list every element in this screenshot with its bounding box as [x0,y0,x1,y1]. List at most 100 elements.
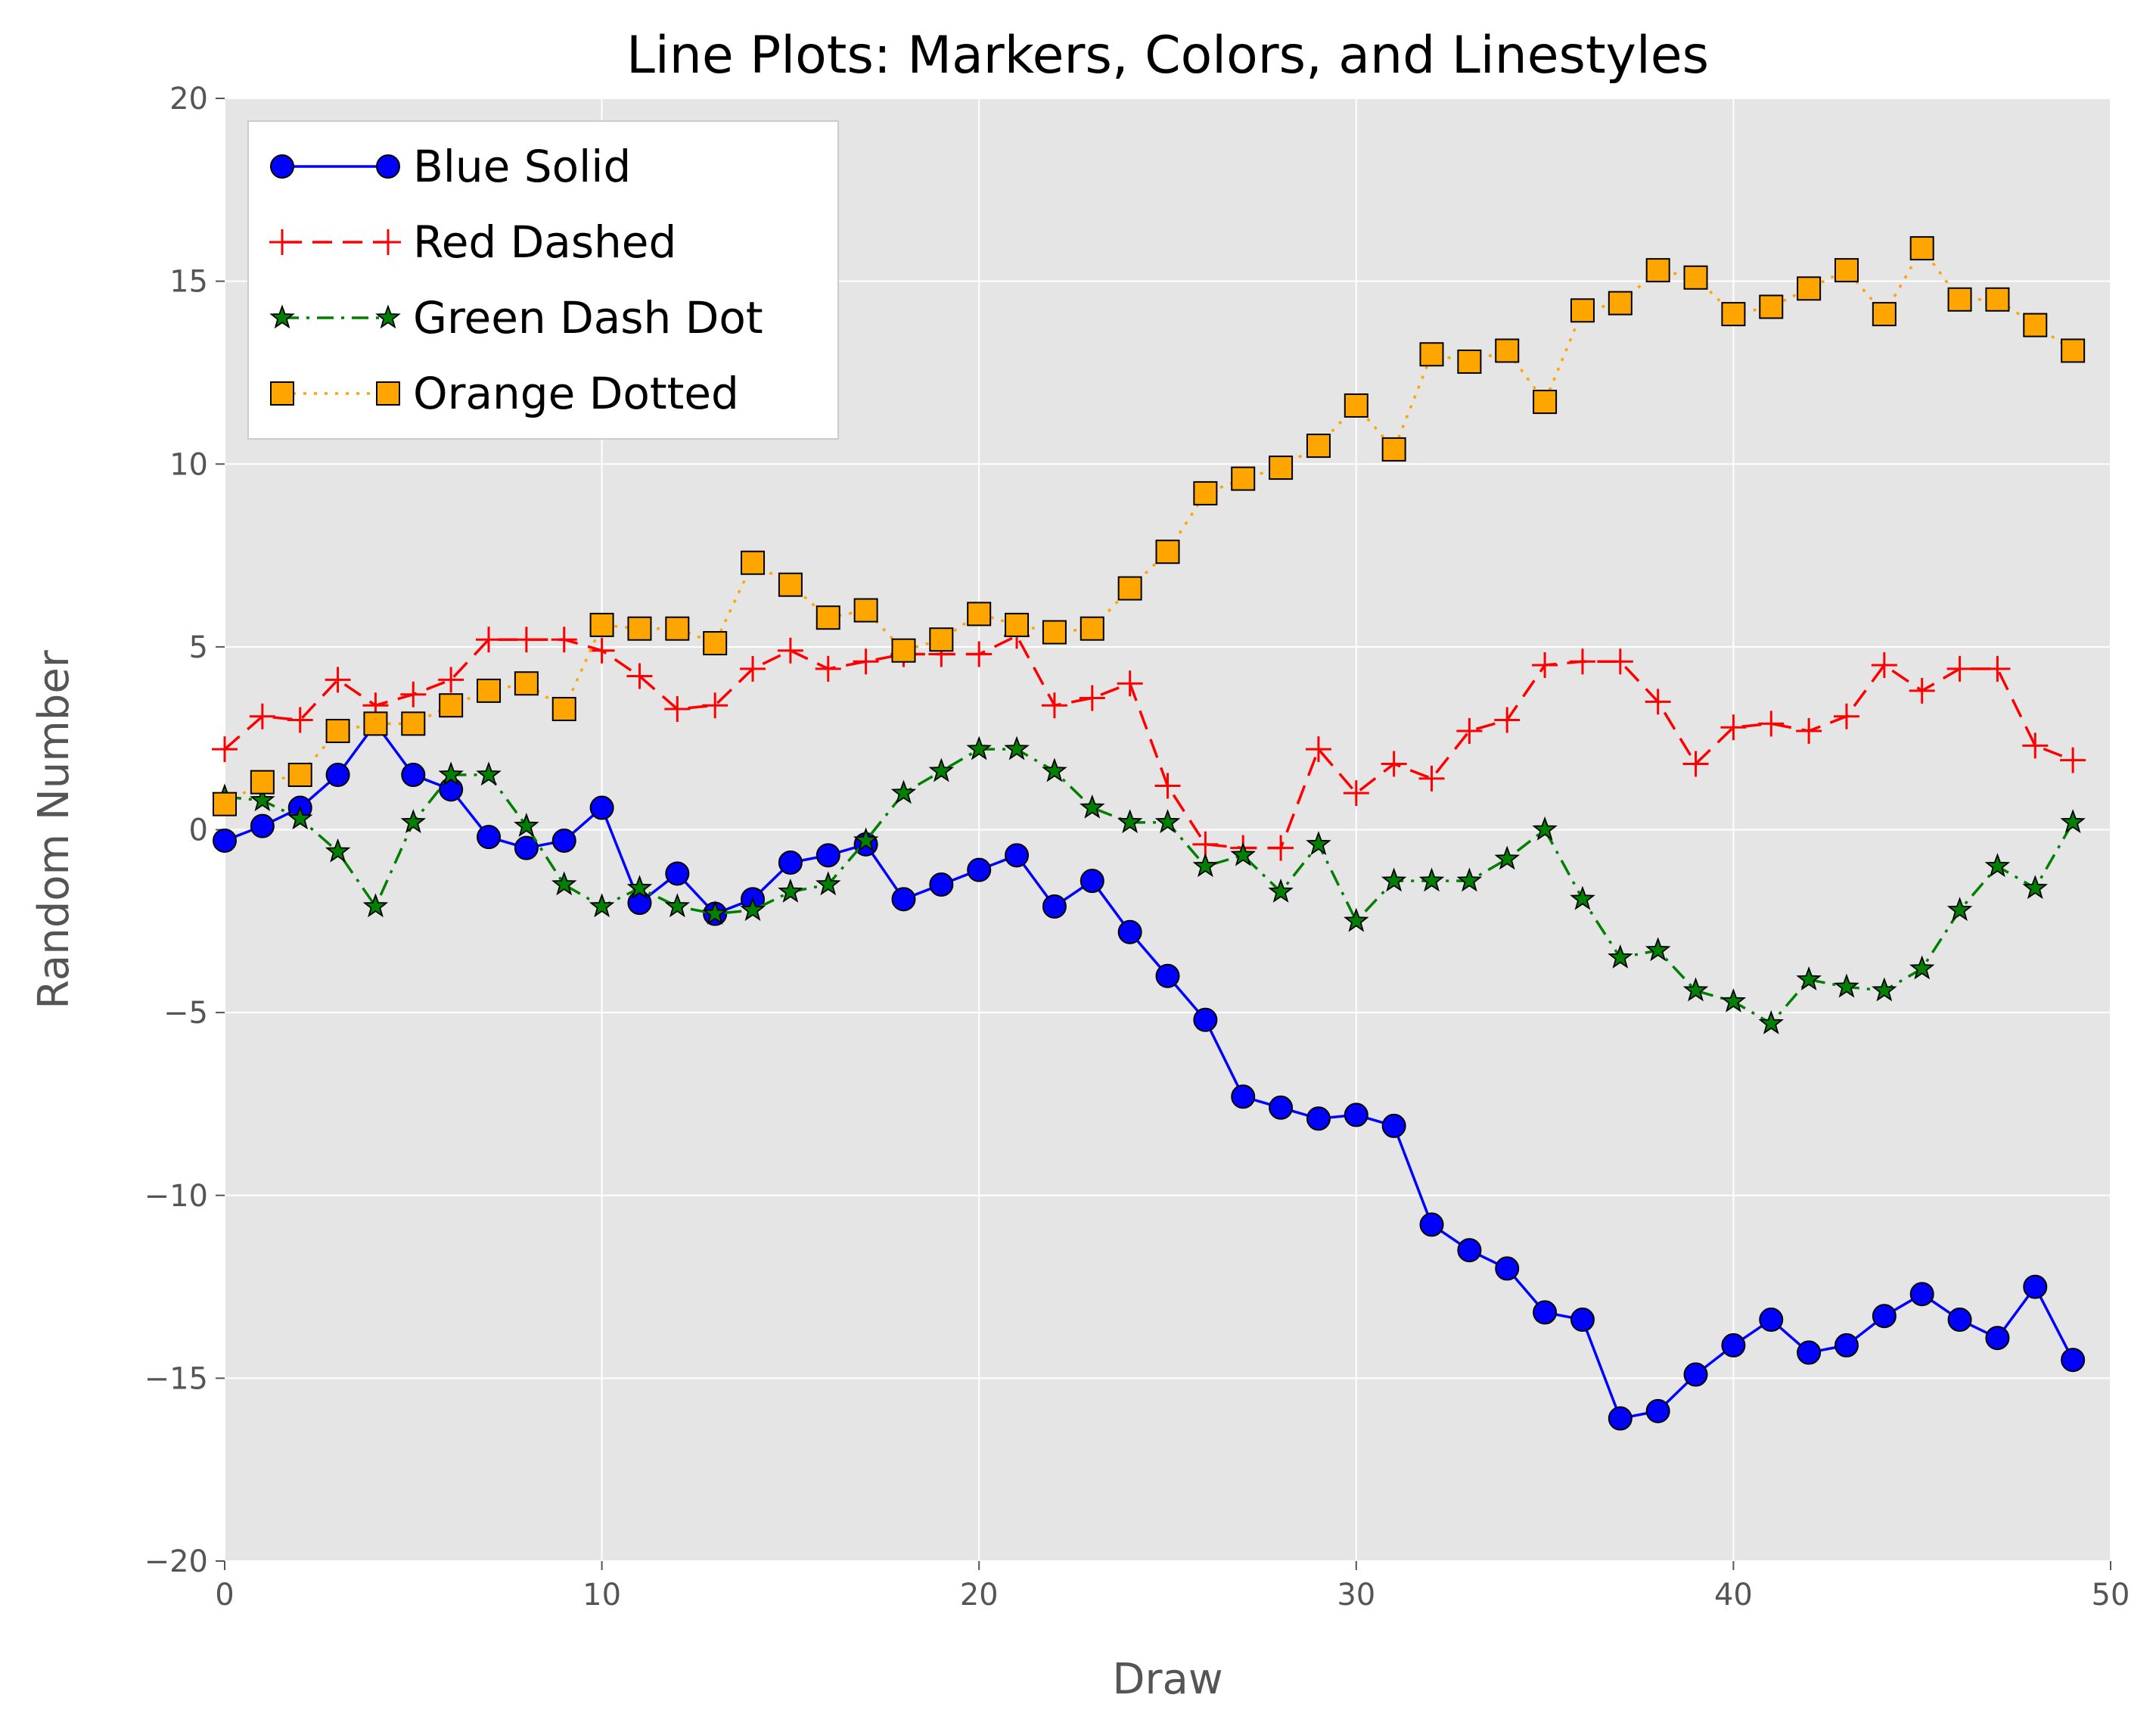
data-point [1758,711,1785,737]
y-tick-label: 15 [169,265,208,300]
data-point [966,641,993,667]
data-point [249,703,275,729]
data-point [1720,714,1747,741]
data-point [1495,1256,1520,1281]
data-point [1721,1333,1746,1357]
data-point [213,828,237,853]
data-point [438,761,464,786]
y-tick-label: 20 [169,82,208,117]
data-point [1418,867,1445,892]
data-point [1946,655,1973,682]
data-point [1909,236,1934,261]
data-point [438,667,464,693]
data-point [1834,973,1859,998]
data-point [250,770,275,795]
data-point [400,809,427,834]
data-point [778,879,803,903]
data-point [1154,773,1181,799]
data-point [1381,867,1407,892]
data-point [589,637,615,664]
data-point [1457,1238,1482,1263]
data-point [740,655,766,682]
data-point [1570,885,1595,910]
data-point [1872,302,1897,327]
data-point [1533,1300,1558,1325]
data-point [1797,276,1822,301]
data-point [551,871,577,896]
data-point [363,711,388,736]
data-point [665,616,690,641]
series-green-dash-dot [212,735,2086,1034]
data-point [400,681,427,708]
x-tick-label: 50 [2092,1578,2130,1612]
data-point [966,735,992,760]
series-red-dashed [212,623,2086,861]
data-point [1042,620,1067,645]
data-point [1042,894,1067,919]
data-point [1532,652,1558,679]
data-point [325,667,351,693]
y-tick-label: 5 [189,630,208,665]
data-point [1192,831,1219,857]
data-point [1721,302,1746,327]
legend-label: Green Dash Dot [413,292,763,344]
data-point [1872,1304,1897,1329]
y-tick-label: −5 [163,996,208,1031]
data-point [1042,757,1067,782]
data-point [213,791,237,816]
data-point [1984,853,2011,878]
data-point [1381,437,1406,462]
data-point [1306,831,1331,856]
data-point [514,813,539,837]
data-point [1193,1007,1218,1032]
data-point [1645,937,1671,962]
data-point [589,795,614,820]
data-point [325,719,350,744]
data-point [928,757,955,782]
data-point [702,900,728,925]
data-point [1269,1095,1294,1120]
data-point [1909,955,1935,980]
data-point [1569,648,1595,675]
data-point [1456,718,1483,745]
data-point [890,779,917,804]
data-point [1192,853,1219,878]
legend-marker [270,381,294,406]
data-point [1344,907,1369,932]
data-point [1608,1406,1633,1431]
data-point [1306,1106,1331,1131]
x-tick-label: 10 [582,1578,621,1612]
data-point [1645,1398,1670,1423]
legend-marker [269,229,295,255]
data-point [1607,648,1633,675]
legend-marker [269,304,295,329]
data-point [1154,809,1181,834]
data-point [1268,835,1294,861]
data-point [401,763,426,788]
data-point [325,838,351,863]
data-point [664,696,691,723]
data-point [1759,1308,1784,1333]
data-point [1005,843,1030,868]
x-tick-label: 20 [960,1578,999,1612]
data-point [250,813,275,838]
legend-box [247,120,839,440]
data-point [1985,287,2010,312]
data-point [1494,845,1521,870]
data-point [1797,1340,1822,1365]
data-point [929,627,954,652]
data-point [1193,480,1218,505]
data-point [1947,287,1972,312]
data-point [2060,747,2086,773]
data-point [250,787,275,812]
data-point [1872,977,1897,1002]
data-point [1947,1308,1972,1333]
data-point [626,875,653,900]
data-point [1155,540,1180,564]
y-tick-label: 0 [189,813,208,848]
chart-title: Line Plots: Markers, Colors, and Linesty… [626,26,1709,86]
legend-marker [270,154,294,179]
data-point [1117,809,1143,834]
data-point [1305,736,1331,763]
data-point [1834,1333,1859,1357]
